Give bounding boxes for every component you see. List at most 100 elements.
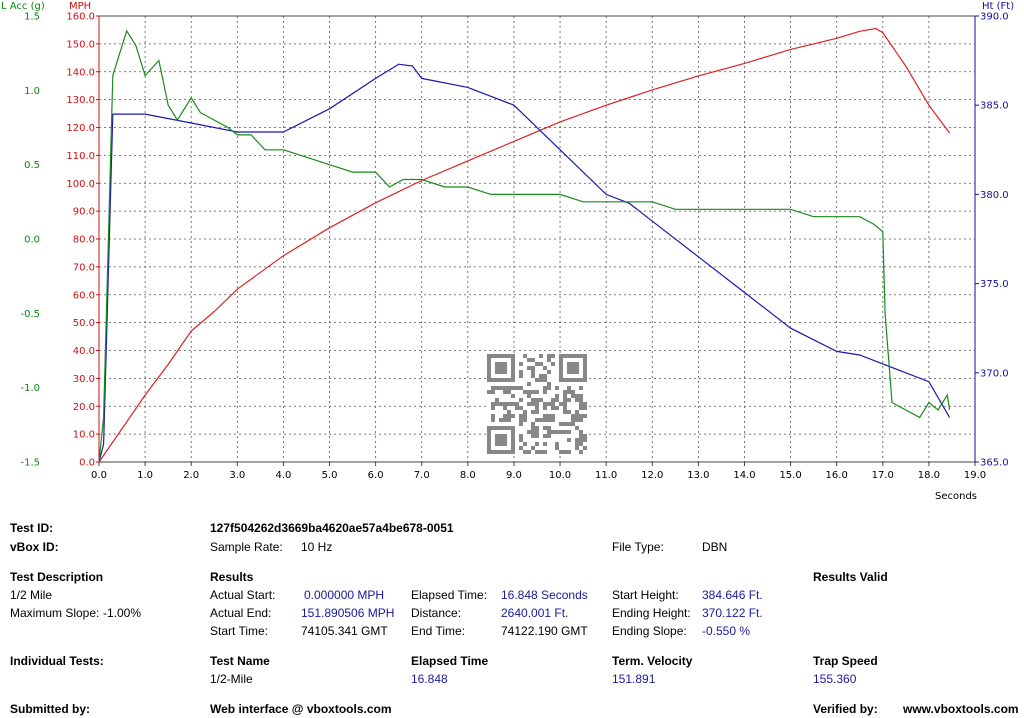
- qr-module: [579, 430, 583, 434]
- qr-module: [575, 414, 579, 418]
- qr-module: [527, 358, 531, 362]
- x-tick-label: 19.0: [964, 470, 986, 481]
- qr-module: [519, 422, 523, 426]
- col-trap-speed: Trap Speed: [813, 654, 878, 668]
- qr-module: [507, 390, 511, 394]
- qr-module: [539, 362, 543, 366]
- x-tick-label: 17.0: [872, 470, 894, 481]
- acc-tick-label: 0.5: [24, 160, 40, 171]
- elapsed-time-label: Elapsed Time:: [411, 588, 488, 602]
- qr-module: [563, 390, 567, 394]
- qr-module: [579, 402, 583, 406]
- qr-module: [519, 406, 523, 410]
- qr-module: [535, 402, 539, 406]
- actual-end-label: Actual End:: [210, 606, 272, 620]
- test-description-heading: Test Description: [10, 570, 104, 584]
- x-tick-label: 11.0: [595, 470, 617, 481]
- test-description-value: 1/2 Mile: [10, 588, 53, 602]
- qr-module: [523, 450, 527, 454]
- acc-tick-label: 1.5: [24, 12, 40, 23]
- qr-module: [551, 406, 555, 410]
- qr-module: [567, 390, 571, 394]
- qr-module: [575, 394, 579, 398]
- qr-module: [535, 442, 539, 446]
- distance-value: 2640.001 Ft.: [501, 606, 569, 620]
- qr-module: [527, 430, 531, 434]
- qr-module: [519, 362, 523, 366]
- qr-module: [563, 394, 567, 398]
- qr-module: [583, 446, 587, 450]
- qr-module: [507, 410, 511, 414]
- qr-module: [531, 370, 535, 374]
- qr-module: [531, 446, 535, 450]
- qr-module: [571, 414, 575, 418]
- qr-module: [523, 354, 527, 358]
- end-time-label: End Time:: [411, 624, 466, 638]
- qr-module: [499, 386, 503, 390]
- qr-module: [535, 418, 539, 422]
- qr-module: [547, 382, 551, 386]
- mph-tick-label: 60.0: [73, 290, 95, 301]
- qr-module: [547, 402, 551, 406]
- qr-module: [567, 386, 571, 390]
- qr-module: [567, 410, 571, 414]
- qr-module: [547, 418, 551, 422]
- file-type-value: DBN: [702, 540, 728, 554]
- ht-tick-label: 385.0: [980, 101, 1009, 112]
- results-heading: Results: [210, 570, 254, 584]
- qr-module: [531, 410, 535, 414]
- x-tick-label: 18.0: [918, 470, 940, 481]
- mph-axis-label: MPH: [69, 1, 91, 12]
- qr-module: [563, 402, 567, 406]
- mph-tick-label: 130.0: [66, 95, 95, 106]
- qr-module: [571, 422, 575, 426]
- verified-by-label: Verified by:: [813, 702, 878, 716]
- qr-module: [563, 450, 567, 454]
- qr-module: [519, 398, 523, 402]
- qr-module: [535, 398, 539, 402]
- qr-code-image: [487, 354, 587, 454]
- qr-module: [535, 426, 539, 430]
- qr-module: [551, 398, 555, 402]
- qr-module: [547, 358, 551, 362]
- qr-module: [491, 386, 495, 390]
- x-tick-label: 13.0: [687, 470, 709, 481]
- qr-module: [531, 434, 535, 438]
- qr-module: [543, 418, 547, 422]
- qr-module: [563, 410, 567, 414]
- ht-tick-label: 380.0: [980, 190, 1009, 201]
- qr-module: [543, 374, 547, 378]
- qr-module: [507, 402, 511, 406]
- qr-module: [559, 430, 563, 434]
- qr-module: [579, 394, 583, 398]
- vbox-id-label: vBox ID:: [10, 540, 59, 554]
- qr-module: [539, 354, 543, 358]
- qr-module: [535, 406, 539, 410]
- start-height-value: 384.646 Ft.: [702, 588, 763, 602]
- qr-module: [491, 402, 495, 406]
- qr-module: [523, 410, 527, 414]
- qr-module: [551, 418, 555, 422]
- mph-tick-label: 10.0: [73, 430, 95, 441]
- qr-module: [567, 438, 571, 442]
- qr-module: [547, 386, 551, 390]
- chart-grid: [99, 16, 975, 462]
- x-tick-label: 7.0: [414, 470, 430, 481]
- qr-module: [551, 430, 555, 434]
- qr-module: [535, 362, 539, 366]
- x-tick-label: 4.0: [275, 470, 291, 481]
- qr-module: [491, 418, 495, 422]
- mph-series-line: [98, 27, 951, 463]
- qr-module: [575, 442, 579, 446]
- ht-tick-label: 375.0: [980, 279, 1009, 290]
- qr-module: [539, 374, 543, 378]
- row-trap-speed: 155.360: [813, 672, 857, 686]
- x-axis-label: Seconds: [935, 491, 977, 502]
- row-test-name: 1/2-Mile: [210, 672, 253, 686]
- qr-finder-core: [495, 434, 507, 446]
- qr-module: [575, 398, 579, 402]
- qr-module: [567, 450, 571, 454]
- qr-module: [511, 386, 515, 390]
- qr-module: [563, 422, 567, 426]
- qr-module: [543, 434, 547, 438]
